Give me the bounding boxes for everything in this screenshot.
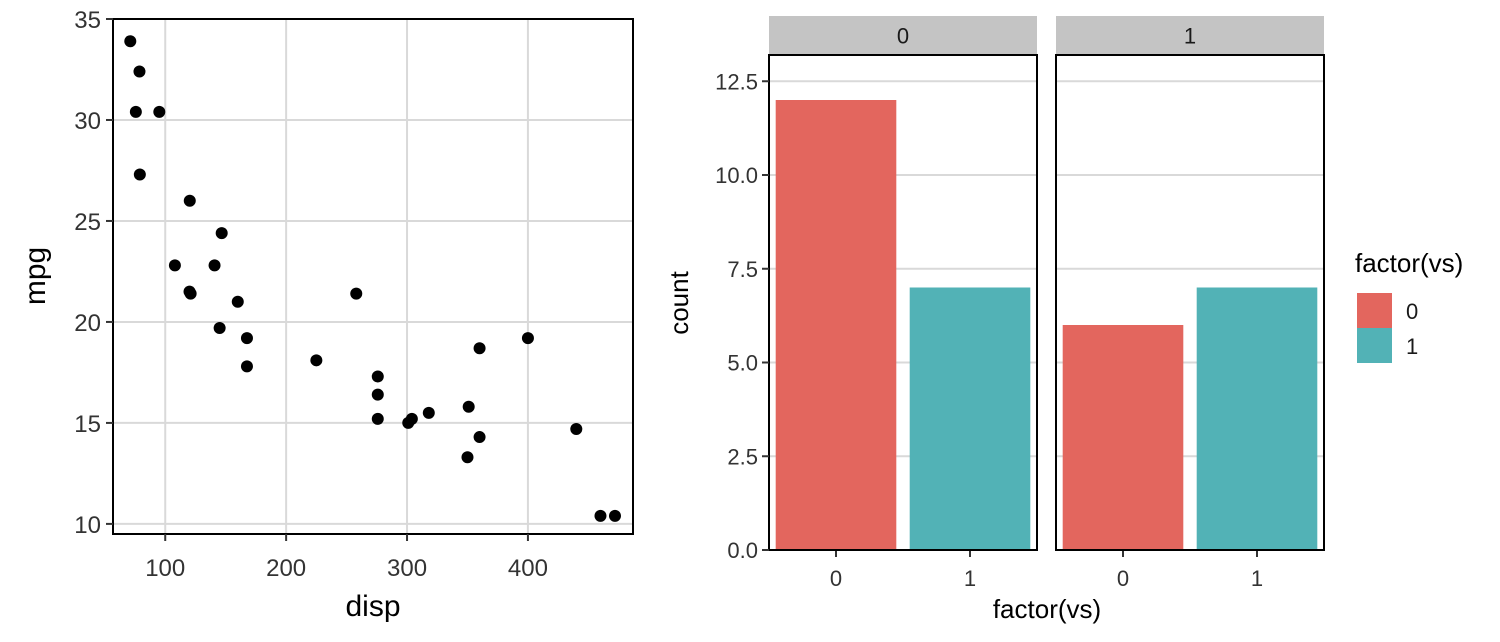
scatter-point (473, 431, 486, 444)
scatter-y-axis-ticks: 10 15 20 25 30 35 (74, 7, 113, 539)
bar-x-tick-label: 0 (1117, 566, 1129, 591)
scatter-point (371, 412, 384, 425)
scatter-y-tick-label: 25 (74, 209, 101, 236)
scatter-point (402, 416, 415, 429)
bar (775, 100, 897, 550)
legend-swatch (1357, 328, 1392, 363)
facet-strip (1056, 16, 1324, 55)
scatter-points (124, 35, 621, 522)
legend-items: 01 (1357, 293, 1418, 363)
scatter-point (168, 259, 181, 272)
scatter-point (461, 451, 474, 464)
scatter-y-tick-label: 15 (74, 411, 101, 438)
scatter-point (124, 35, 137, 48)
bar-x-axis-label: factor(vs) (993, 594, 1101, 624)
scatter-point (215, 227, 228, 240)
bar-facet-1: 1 0 1 (1055, 16, 1325, 591)
bar-chart: 0 0 1 1 0 1 0.0 2.5 5.0 7.5 10.0 12.5 factor(vs) c… (664, 16, 1325, 624)
scatter-x-tick-label: 100 (145, 555, 185, 582)
facet-strip-label: 1 (1184, 24, 1196, 49)
scatter-point (521, 332, 534, 345)
bar-x-tick-label: 1 (1251, 566, 1263, 591)
scatter-point (371, 370, 384, 383)
bar-x-tick-label: 1 (964, 566, 976, 591)
bar (909, 287, 1031, 550)
scatter-panel-border (112, 18, 634, 535)
bar-y-tick-label: 5.0 (727, 351, 758, 376)
scatter-point (570, 422, 583, 435)
facet-panel-border (768, 54, 1038, 551)
legend-item-label: 1 (1406, 334, 1418, 359)
scatter-x-tick-label: 400 (508, 555, 548, 582)
scatter-point (422, 406, 435, 419)
scatter-point (240, 332, 253, 345)
scatter-point (153, 105, 166, 118)
scatter-point (240, 360, 253, 373)
scatter-x-tick-label: 300 (387, 555, 427, 582)
bar-y-axis-label: count (664, 270, 694, 334)
bar-x-tick-label: 0 (830, 566, 842, 591)
scatter-point (462, 400, 475, 413)
legend-swatch (1357, 293, 1392, 328)
scatter-point (371, 388, 384, 401)
scatter-x-tick-label: 200 (266, 555, 306, 582)
scatter-panel-background (113, 19, 633, 534)
legend-title: factor(vs) (1355, 248, 1463, 278)
scatter-point (608, 509, 621, 522)
scatter-point (184, 287, 197, 300)
bar-y-tick-label: 2.5 (727, 444, 758, 469)
scatter-point (133, 65, 146, 78)
scatter-y-tick-label: 10 (74, 512, 101, 539)
scatter-point (231, 295, 244, 308)
bar (1062, 325, 1184, 550)
scatter-point (310, 354, 323, 367)
bar-y-tick-label: 12.5 (715, 69, 758, 94)
scatter-point (183, 194, 196, 207)
scatter-x-axis-label: disp (345, 590, 400, 623)
facet-strip-label: 0 (897, 24, 909, 49)
bar-y-tick-label: 0.0 (727, 538, 758, 563)
scatter-y-tick-label: 20 (74, 310, 101, 337)
bar-facet-0: 0 0 1 (768, 16, 1038, 591)
bar-facets: 0 0 1 1 0 1 (768, 16, 1325, 591)
scatter-point (473, 342, 486, 355)
legend-item-label: 0 (1406, 299, 1418, 324)
scatter-y-tick-label: 35 (74, 7, 101, 34)
facet-panel-border (1055, 54, 1325, 551)
scatter-point (594, 509, 607, 522)
scatter-point (208, 259, 221, 272)
scatter-x-axis-ticks: 100 200 300 400 (145, 534, 548, 582)
bar-y-tick-label: 7.5 (727, 257, 758, 282)
scatter-point (133, 168, 146, 181)
scatter-point (129, 105, 142, 118)
scatter-point (213, 322, 226, 334)
bar-y-axis-ticks: 0.0 2.5 5.0 7.5 10.0 12.5 (715, 69, 769, 563)
scatter-point (350, 287, 363, 300)
legend: factor(vs) 01 (1355, 248, 1463, 363)
facet-strip (769, 16, 1037, 55)
scatter-y-tick-label: 30 (74, 108, 101, 135)
scatter-y-axis-label: mpg (19, 247, 52, 305)
bar (1196, 287, 1318, 550)
scatter-panel: 100 200 300 400 10 15 20 25 30 35 disp mpg (19, 7, 634, 623)
bar-y-tick-label: 10.0 (715, 163, 758, 188)
